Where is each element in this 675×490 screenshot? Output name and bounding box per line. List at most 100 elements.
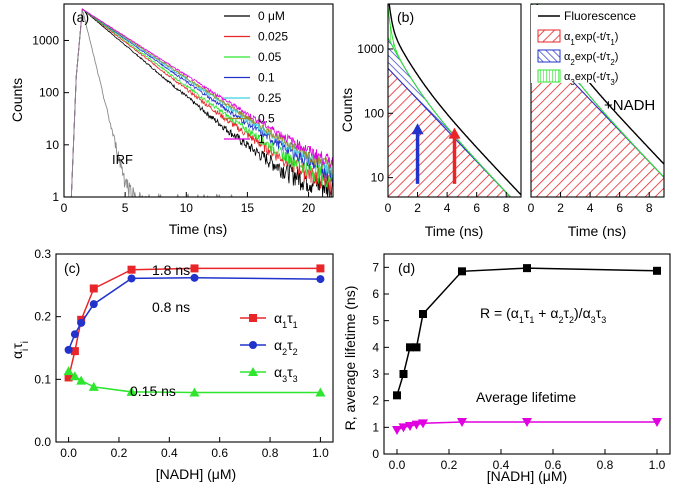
- average-lifetime-label: Average lifetime: [476, 389, 576, 405]
- legend-marker: [249, 314, 257, 322]
- y-tick-label: 10: [371, 171, 385, 185]
- x-tick-label: 1.0: [649, 458, 666, 472]
- panel-label: (a): [72, 9, 89, 25]
- symbol: α: [274, 337, 282, 353]
- y-tick-label: 1: [52, 190, 59, 204]
- data-point: [393, 391, 401, 400]
- axis-ticks: 0.0 0.2 0.4 0.6 0.8 1.0 0.0 0.1 0.2 0.3: [34, 247, 329, 460]
- data-point: [419, 310, 427, 318]
- data-point: [399, 370, 408, 378]
- arrows: [411, 123, 461, 184]
- x-tick-label: 20: [302, 201, 316, 215]
- data-point: [412, 343, 421, 352]
- y-tick-label: 7: [372, 260, 379, 274]
- legend-label: 0.5: [258, 112, 275, 126]
- data-point: [411, 420, 422, 430]
- y-tick-label: 1: [372, 420, 379, 434]
- subscript: 2: [558, 315, 563, 325]
- data-point: [522, 418, 532, 427]
- panel-label: (d): [398, 260, 415, 276]
- subscript: 1: [282, 320, 287, 330]
- y-axis-label: Counts: [339, 88, 355, 132]
- y-axis-label: αiτi: [9, 341, 31, 359]
- decay-curves: [70, 8, 333, 197]
- data-point: [89, 300, 98, 309]
- decay-curve-5: [70, 8, 333, 197]
- text: ): [615, 51, 619, 63]
- y-tick-label: 0: [372, 447, 379, 461]
- x-tick-label: 15: [241, 201, 255, 215]
- series-line-2: [67, 277, 321, 351]
- legend-marker: [248, 367, 258, 376]
- text: R = (α: [480, 305, 519, 321]
- text: α: [564, 71, 571, 83]
- symbol: τ: [287, 337, 293, 353]
- x-tick-label: 0: [528, 201, 535, 215]
- legend-label: 0.025: [258, 30, 288, 44]
- data-point: [652, 418, 662, 427]
- text: exp(-t/τ: [575, 71, 611, 83]
- x-tick-label: 8: [646, 201, 653, 215]
- subscript: 3: [601, 315, 606, 325]
- text: + α: [534, 305, 558, 321]
- x-tick-label: 8: [503, 201, 510, 215]
- x-tick-label: 0: [385, 201, 392, 215]
- data-point: [76, 375, 87, 385]
- panel-c: 0.0 0.2 0.4 0.6 0.8 1.0 0.0 0.1 0.2 0.3 (c) [NADH…: [9, 247, 334, 482]
- y-tick-label: 5: [372, 314, 379, 328]
- text: τ: [596, 305, 602, 321]
- text: exp(-t/τ: [575, 51, 611, 63]
- decay-curve-4: [70, 8, 333, 197]
- data-point: [392, 426, 402, 435]
- legend: 0 μM 0.025 0.05 0.1 0.25 0.5 1: [224, 9, 288, 146]
- legend-label: α1τ1: [274, 310, 298, 330]
- decay-curve-2: [70, 8, 333, 197]
- component-area-3: [388, 6, 521, 197]
- x-tick-label: 10: [180, 201, 194, 215]
- legend: Fluorescenceα1exp(-t/τ1)α2exp(-t/τ2)α3ex…: [531, 5, 663, 87]
- symbol: τ: [287, 364, 293, 380]
- subscript: 3: [282, 374, 287, 384]
- symbol: α: [274, 364, 282, 380]
- legend-label: α3τ3: [274, 364, 298, 384]
- y-tick-label: 10: [46, 138, 60, 152]
- subscript: 3: [591, 315, 596, 325]
- data-point: [316, 264, 325, 273]
- data-point: [88, 381, 99, 391]
- data-point: [70, 347, 79, 356]
- r-formula: R = (α1τ1 + α2τ2)/α3τ3: [480, 305, 606, 325]
- data-point: [127, 274, 136, 283]
- series-line-1: [396, 267, 658, 396]
- data-point: [458, 267, 466, 276]
- panel-label: (c): [64, 260, 80, 276]
- data-point: [653, 266, 661, 275]
- subscript: i: [20, 341, 31, 343]
- x-axis-label-left: Time (ns): [425, 223, 484, 239]
- text: α: [564, 51, 571, 63]
- data-point: [190, 264, 199, 273]
- legend-label: 1: [258, 132, 265, 146]
- x-tick-label: 0.6: [545, 458, 562, 472]
- y-axis-label: R, average lifetime (ns): [342, 286, 358, 431]
- nadh-label: +NADH: [604, 97, 655, 114]
- annotation-tau1: 1.8 ns: [152, 262, 190, 278]
- arrow-head: [411, 123, 424, 135]
- y-tick-label: 1000: [32, 33, 59, 47]
- legend-swatch: [537, 29, 561, 43]
- text: τ: [524, 305, 530, 321]
- x-tick-label: 0.0: [389, 458, 406, 472]
- data-point: [64, 373, 73, 382]
- data-point: [457, 418, 467, 427]
- legend-label: α3exp(-t/τ3): [564, 71, 618, 87]
- data-point: [418, 419, 428, 429]
- data-point: [398, 423, 409, 433]
- data-point: [126, 386, 137, 396]
- subscript: 3: [570, 78, 575, 87]
- subscript: 2: [282, 347, 287, 357]
- annotation-tau3: 0.15 ns: [130, 383, 176, 399]
- x-tick-label: 5: [122, 201, 129, 215]
- legend-swatch: [537, 49, 561, 63]
- x-axis-label: [NADH] (μM): [156, 466, 236, 482]
- x-tick-label: 0.6: [211, 446, 228, 460]
